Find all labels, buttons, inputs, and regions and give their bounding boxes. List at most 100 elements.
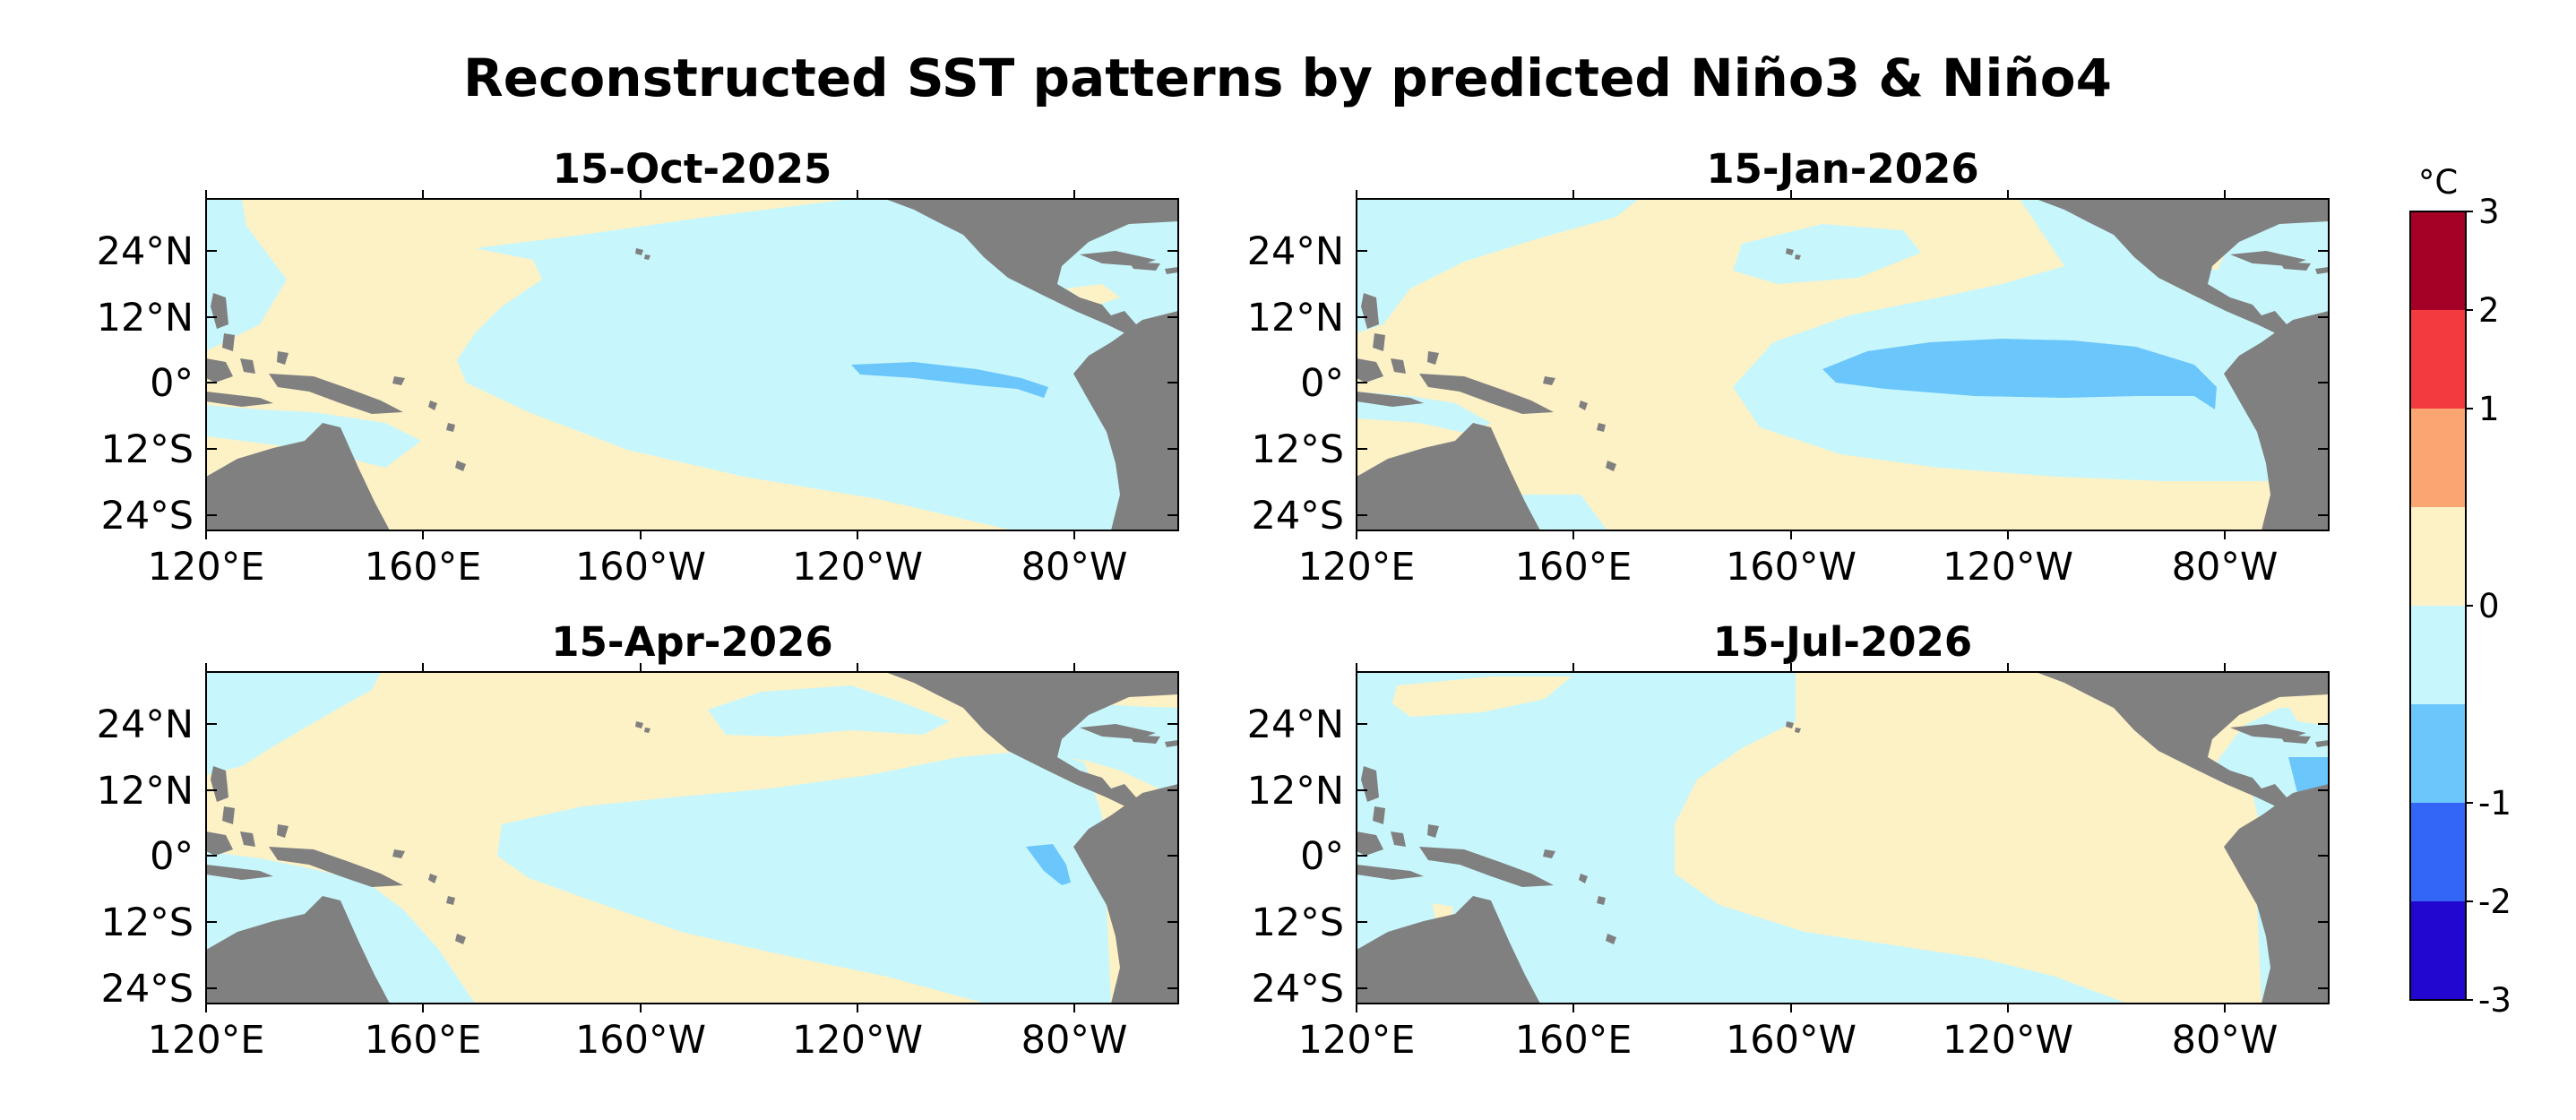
land-mass bbox=[1073, 784, 1178, 1004]
colorbar-tick-label: -2 bbox=[2478, 883, 2511, 921]
land-mass bbox=[1361, 766, 1379, 802]
land-mass bbox=[644, 728, 650, 733]
land-mass bbox=[1391, 831, 1406, 847]
land-mass bbox=[277, 824, 289, 838]
land-mass bbox=[392, 849, 405, 858]
land-mass bbox=[1357, 423, 1540, 530]
lon-tick-label: 160°W bbox=[1726, 1018, 1857, 1063]
land-mass bbox=[1543, 376, 1555, 385]
land-mass bbox=[1427, 351, 1439, 365]
land-mass bbox=[455, 934, 466, 944]
colorbar-bin bbox=[2410, 211, 2466, 311]
lat-tick-label: 0° bbox=[1300, 361, 1344, 406]
lat-tick-label: 12°S bbox=[100, 427, 194, 472]
land-mass bbox=[1427, 824, 1439, 838]
land-mass bbox=[392, 376, 405, 385]
lon-tick-label: 120°W bbox=[1943, 545, 2073, 590]
land-mass bbox=[240, 831, 255, 847]
map-panel: 15-Jan-2026 24°N 12°N 0° 12°S 24°S 120°E 160°E 1… bbox=[1247, 145, 2330, 590]
land-mass bbox=[428, 401, 437, 410]
sst-anomaly-region bbox=[1357, 199, 1639, 333]
land-mass bbox=[635, 248, 643, 255]
colorbar-tick-label: 3 bbox=[2478, 193, 2500, 231]
lon-tick-label: 160°E bbox=[365, 545, 482, 590]
land-mass bbox=[1357, 392, 1424, 407]
map-panel: 15-Apr-2026 24°N 12°N 0° 12°S 24°S 120°E 160°E 1… bbox=[97, 618, 1179, 1063]
colorbar-bin bbox=[2410, 409, 2466, 508]
sst-field bbox=[1357, 199, 2329, 530]
land-mass bbox=[1373, 333, 1385, 351]
colorbar-tick-label: -3 bbox=[2478, 981, 2511, 1020]
sst-anomaly-region bbox=[708, 685, 950, 737]
land-mass bbox=[1129, 262, 1160, 271]
lon-tick-label: 120°E bbox=[1298, 1018, 1416, 1063]
land-mass bbox=[644, 254, 650, 260]
lat-tick-label: 12°N bbox=[1247, 769, 1344, 814]
land-mass bbox=[1361, 293, 1379, 329]
panel-title: 15-Jan-2026 bbox=[1706, 145, 1978, 193]
land-mass bbox=[2279, 735, 2311, 744]
land-mass bbox=[269, 847, 403, 887]
colorbar-tick-label: 0 bbox=[2478, 587, 2500, 625]
land-mass bbox=[1419, 847, 1554, 887]
lat-tick-label: 24°N bbox=[97, 702, 194, 747]
sst-anomaly-region bbox=[1822, 339, 2217, 409]
sst-anomaly-region bbox=[1733, 224, 1921, 284]
sst-anomaly-region bbox=[1675, 672, 2329, 1004]
land-mass bbox=[1373, 806, 1385, 824]
figure-title: Reconstructed SST patterns by predicted … bbox=[463, 47, 2112, 108]
lat-tick-label: 12°S bbox=[1251, 900, 1344, 945]
land-mass bbox=[1795, 254, 1801, 260]
land-mass bbox=[2315, 267, 2329, 274]
lon-tick-label: 80°W bbox=[1021, 545, 1128, 590]
land-mass bbox=[206, 865, 273, 880]
colorbar-bin bbox=[2410, 310, 2466, 409]
sst-anomaly-region bbox=[1392, 676, 1572, 717]
colorbar-bin bbox=[2410, 606, 2466, 705]
sst-field bbox=[206, 199, 1178, 530]
lat-tick-label: 24°S bbox=[1251, 494, 1344, 538]
land-mass bbox=[2224, 311, 2329, 530]
land-mass bbox=[1357, 865, 1424, 880]
land-mass bbox=[206, 358, 233, 383]
land-mass bbox=[2212, 683, 2239, 708]
lon-tick-label: 160°E bbox=[1515, 545, 1633, 590]
panel-title: 15-Jul-2026 bbox=[1713, 618, 1972, 666]
lat-tick-label: 24°N bbox=[1247, 229, 1344, 274]
land-mass bbox=[885, 672, 1178, 808]
lon-tick-label: 80°W bbox=[2172, 545, 2279, 590]
land-mass bbox=[222, 806, 235, 824]
lat-tick-label: 24°N bbox=[1247, 702, 1344, 747]
panel-title: 15-Oct-2025 bbox=[553, 145, 832, 193]
land-mass bbox=[240, 358, 255, 374]
lat-tick-label: 24°S bbox=[100, 967, 194, 1012]
lon-tick-label: 80°W bbox=[2172, 1018, 2279, 1063]
land-mass bbox=[2036, 672, 2329, 808]
sst-anomaly-region bbox=[851, 362, 1048, 398]
lat-tick-label: 12°N bbox=[1247, 296, 1344, 340]
land-mass bbox=[1597, 423, 1606, 432]
lon-tick-label: 120°E bbox=[148, 545, 265, 590]
lon-tick-label: 120°W bbox=[1943, 1018, 2073, 1063]
colorbar-bin bbox=[2410, 803, 2466, 902]
land-mass bbox=[1062, 210, 1089, 235]
land-mass bbox=[1357, 358, 1383, 383]
land-mass bbox=[2315, 740, 2329, 747]
colorbar-bin bbox=[2410, 507, 2466, 607]
lat-tick-label: 24°N bbox=[97, 229, 194, 274]
sst-anomaly-region bbox=[206, 672, 381, 775]
lon-tick-label: 160°W bbox=[575, 1018, 706, 1063]
map-frame bbox=[1356, 671, 2330, 1004]
land-mass bbox=[1795, 728, 1801, 733]
land-mass bbox=[1579, 874, 1588, 883]
sst-field bbox=[1357, 672, 2329, 1004]
land-mass bbox=[1786, 248, 1794, 255]
map-frame bbox=[205, 198, 1179, 531]
panel-title: 15-Apr-2026 bbox=[551, 618, 832, 666]
land-mass bbox=[222, 333, 235, 351]
land-mass bbox=[211, 293, 228, 329]
colorbar-tick-label: 2 bbox=[2478, 291, 2500, 330]
map-panel: 15-Jul-2026 24°N 12°N 0° 12°S 24°S 120°E 160°E 1… bbox=[1247, 618, 2330, 1063]
land-mass bbox=[269, 374, 403, 414]
